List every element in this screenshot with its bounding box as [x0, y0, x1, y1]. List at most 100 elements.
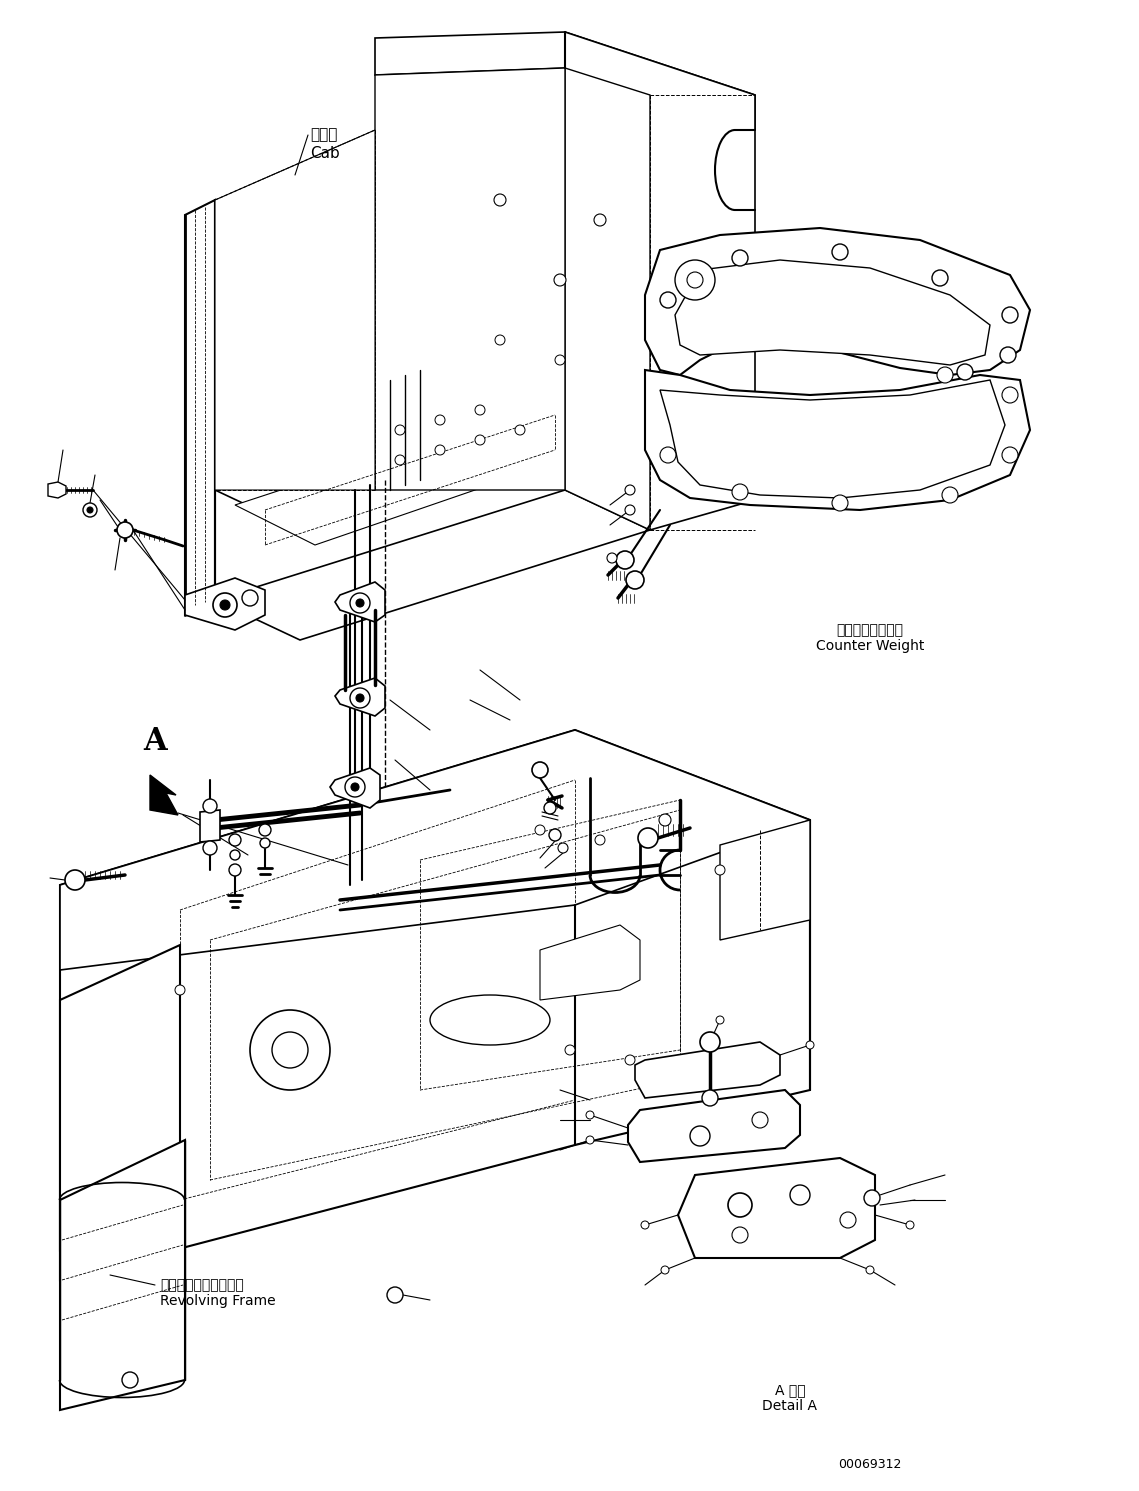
Circle shape — [702, 1090, 718, 1106]
Circle shape — [625, 505, 636, 514]
Circle shape — [535, 825, 544, 835]
Circle shape — [213, 593, 237, 617]
Circle shape — [732, 250, 748, 265]
Polygon shape — [215, 130, 375, 491]
Circle shape — [435, 444, 445, 455]
Circle shape — [345, 777, 364, 798]
Polygon shape — [185, 200, 215, 614]
Text: Detail A: Detail A — [762, 1399, 818, 1413]
Circle shape — [595, 215, 606, 227]
Circle shape — [625, 1056, 636, 1065]
Circle shape — [937, 367, 953, 383]
Circle shape — [65, 871, 85, 890]
Polygon shape — [636, 1042, 780, 1097]
Polygon shape — [150, 775, 178, 816]
Circle shape — [272, 1032, 308, 1068]
Polygon shape — [335, 581, 385, 622]
Circle shape — [728, 1193, 752, 1217]
Circle shape — [554, 274, 566, 286]
Circle shape — [866, 1266, 874, 1273]
Text: キャブ: キャブ — [310, 128, 337, 143]
Circle shape — [607, 553, 617, 564]
Polygon shape — [645, 228, 1030, 376]
Circle shape — [957, 364, 973, 380]
Polygon shape — [645, 370, 1030, 510]
Circle shape — [203, 799, 218, 813]
Polygon shape — [375, 31, 755, 130]
Circle shape — [839, 1212, 857, 1229]
Circle shape — [395, 455, 405, 465]
Circle shape — [387, 1287, 403, 1303]
Polygon shape — [215, 491, 650, 640]
Polygon shape — [48, 482, 66, 498]
Circle shape — [1002, 447, 1018, 464]
Circle shape — [351, 783, 359, 792]
Text: Cab: Cab — [310, 146, 339, 161]
Polygon shape — [235, 400, 636, 546]
Circle shape — [259, 825, 271, 836]
Circle shape — [585, 1136, 595, 1144]
Circle shape — [932, 270, 948, 286]
Circle shape — [260, 838, 270, 848]
Circle shape — [595, 835, 605, 845]
Circle shape — [752, 1112, 768, 1129]
Circle shape — [494, 194, 506, 206]
Polygon shape — [565, 31, 755, 529]
Circle shape — [558, 842, 568, 853]
Polygon shape — [335, 678, 385, 716]
Circle shape — [122, 1372, 138, 1388]
Circle shape — [659, 292, 677, 309]
Text: カウンタウエイト: カウンタウエイト — [836, 623, 903, 637]
Circle shape — [532, 762, 548, 778]
Circle shape — [117, 522, 133, 538]
Polygon shape — [215, 380, 650, 529]
Circle shape — [350, 687, 370, 708]
Polygon shape — [185, 579, 265, 631]
Polygon shape — [540, 924, 640, 1000]
Text: レボルビングフレーム: レボルビングフレーム — [159, 1278, 244, 1293]
Text: Revolving Frame: Revolving Frame — [159, 1294, 276, 1308]
Circle shape — [585, 1111, 595, 1120]
Circle shape — [687, 271, 703, 288]
Polygon shape — [200, 810, 220, 842]
Circle shape — [229, 833, 241, 845]
Polygon shape — [375, 69, 565, 491]
Circle shape — [1002, 307, 1018, 324]
Circle shape — [230, 850, 240, 860]
Circle shape — [229, 863, 241, 877]
Circle shape — [638, 828, 658, 848]
Circle shape — [555, 355, 565, 365]
Circle shape — [220, 599, 230, 610]
Text: 00069312: 00069312 — [838, 1458, 902, 1472]
Circle shape — [87, 507, 93, 513]
Circle shape — [641, 1221, 649, 1229]
Circle shape — [716, 1015, 724, 1024]
Circle shape — [241, 590, 259, 605]
Circle shape — [806, 1041, 814, 1050]
Circle shape — [865, 1190, 880, 1206]
Circle shape — [249, 1009, 330, 1090]
Circle shape — [626, 571, 644, 589]
Circle shape — [831, 495, 849, 511]
Polygon shape — [60, 731, 810, 971]
Circle shape — [357, 693, 364, 702]
Circle shape — [544, 802, 556, 814]
Circle shape — [1000, 347, 1016, 362]
Circle shape — [790, 1185, 810, 1205]
Circle shape — [906, 1221, 913, 1229]
Circle shape — [350, 593, 370, 613]
Text: A: A — [144, 726, 166, 757]
Polygon shape — [565, 69, 650, 529]
Circle shape — [435, 414, 445, 425]
Circle shape — [690, 1126, 710, 1147]
Polygon shape — [330, 768, 380, 808]
Circle shape — [565, 1045, 575, 1056]
Circle shape — [175, 986, 185, 994]
Polygon shape — [628, 1090, 800, 1161]
Polygon shape — [60, 731, 810, 1279]
Polygon shape — [678, 1159, 875, 1258]
Polygon shape — [659, 380, 1005, 498]
Circle shape — [732, 485, 748, 499]
Circle shape — [942, 488, 958, 502]
Polygon shape — [60, 1141, 185, 1410]
